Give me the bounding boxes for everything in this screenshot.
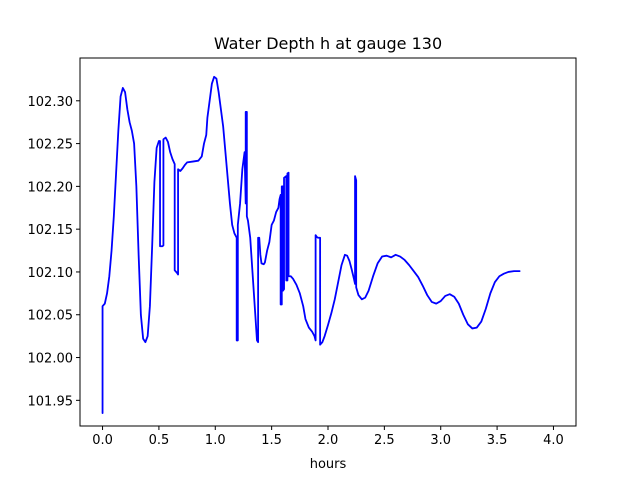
y-tick-label: 102.00 — [28, 352, 74, 367]
y-tick-label: 102.10 — [28, 266, 74, 281]
y-tick-label: 102.15 — [28, 223, 74, 238]
x-tick-label: 0.0 — [92, 433, 113, 448]
x-tick-label: 3.5 — [487, 433, 508, 448]
x-axis-label: hours — [310, 457, 347, 472]
y-tick-label: 102.25 — [28, 138, 74, 153]
x-tick-label: 2.0 — [318, 433, 339, 448]
y-tick-label: 102.30 — [28, 95, 74, 110]
x-tick-label: 0.5 — [149, 433, 170, 448]
plot-frame — [79, 57, 577, 427]
y-tick-label: 102.20 — [28, 180, 74, 195]
x-tick-label: 1.0 — [205, 433, 226, 448]
plot-area: 0.0 0.5 1.0 1.5 2.0 2.5 3.0 3.5 4.0 101.95 102.00 1… — [28, 57, 577, 448]
x-tick-label: 3.0 — [430, 433, 451, 448]
series-line-0 — [101, 75, 521, 415]
x-tick-label: 4.0 — [543, 433, 564, 448]
x-tick-label: 2.5 — [374, 433, 395, 448]
x-tick-label: 1.5 — [261, 433, 282, 448]
chart-title: Water Depth h at gauge 130 — [214, 34, 442, 53]
y-tick-label: 101.95 — [28, 394, 74, 409]
y-tick-label: 102.05 — [28, 309, 74, 324]
